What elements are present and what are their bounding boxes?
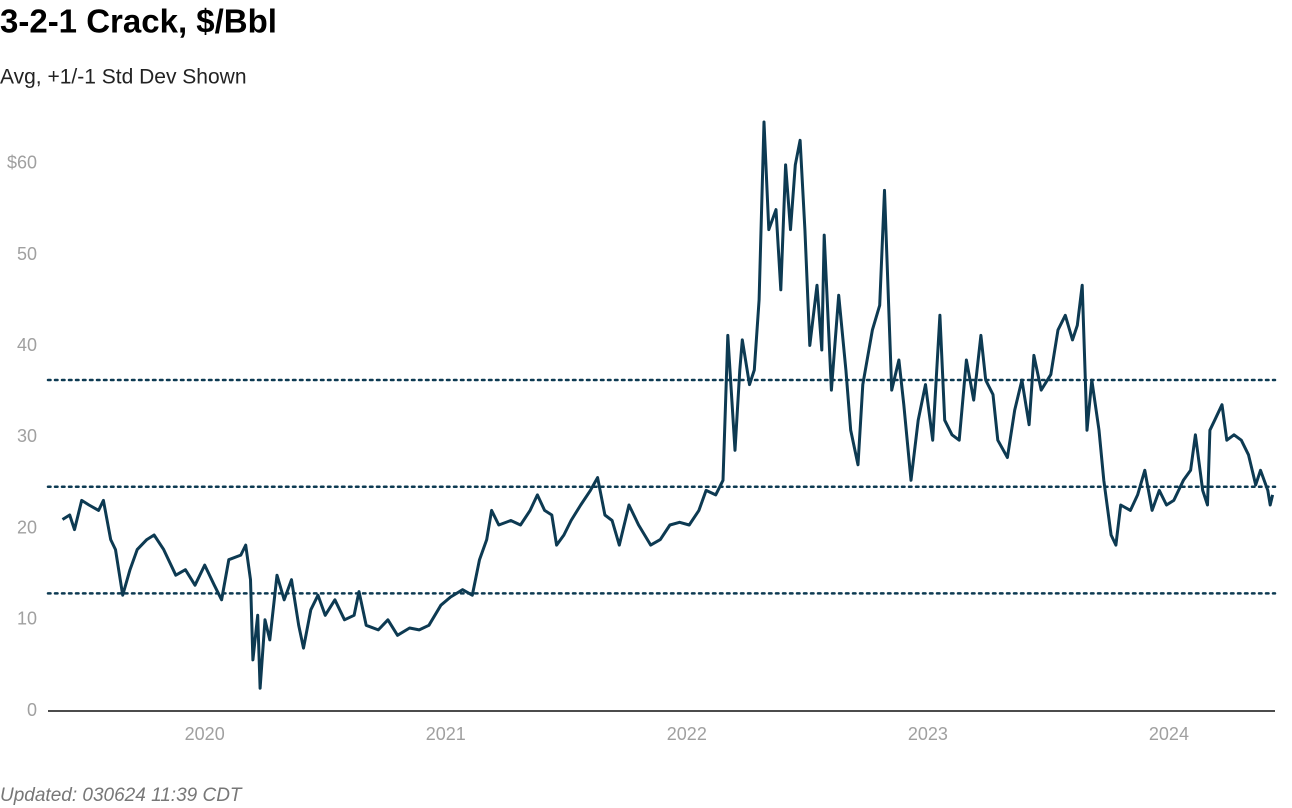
- y-tick-label: 40: [17, 335, 37, 355]
- x-tick-label: 2023: [908, 724, 948, 744]
- y-tick-label: $60: [7, 153, 37, 173]
- y-tick-label: 0: [27, 700, 37, 720]
- x-tick-label: 2024: [1149, 724, 1189, 744]
- x-tick-label: 2021: [426, 724, 466, 744]
- chart-subtitle: Avg, +1/-1 Std Dev Shown: [0, 66, 247, 89]
- y-tick-label: 10: [17, 609, 37, 629]
- x-tick-label: 2022: [667, 724, 707, 744]
- y-tick-label: 50: [17, 244, 37, 264]
- footnote: Updated: 030624 11:39 CDT: [0, 785, 243, 806]
- y-tick-label: 20: [17, 517, 37, 537]
- x-tick-label: 2020: [185, 724, 225, 744]
- chart-title: 3-2-1 Crack, $/Bbl: [0, 3, 277, 40]
- data-line: [61, 120, 1275, 690]
- y-tick-label: 30: [17, 426, 37, 446]
